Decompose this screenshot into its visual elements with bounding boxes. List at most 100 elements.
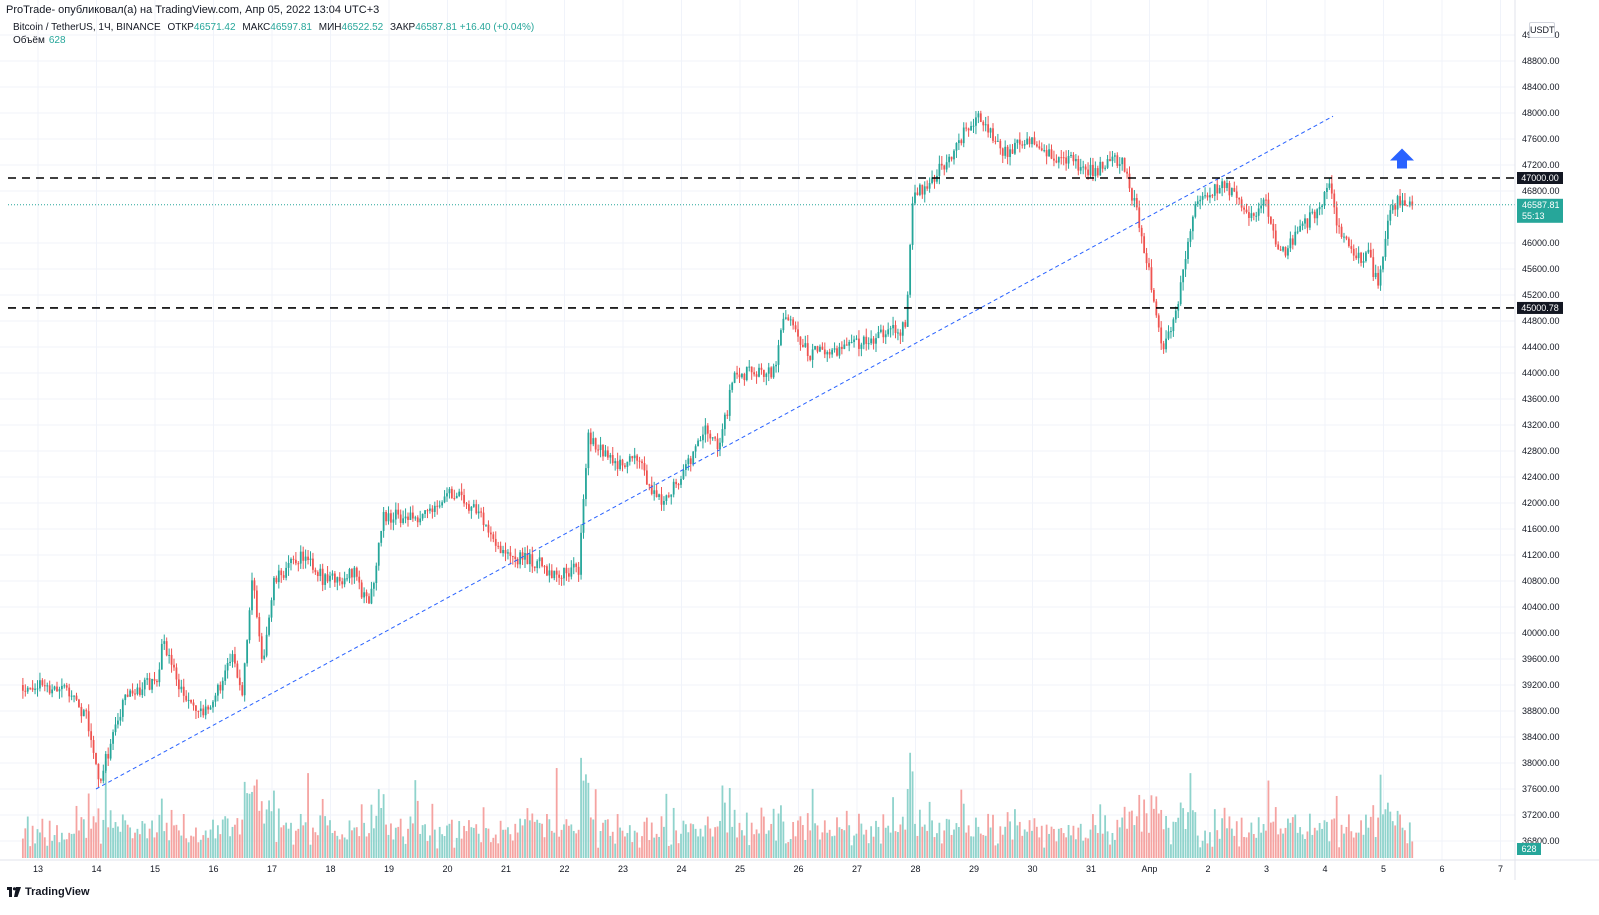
candle (209, 707, 212, 710)
candle (1355, 255, 1358, 259)
candle (243, 663, 246, 696)
volume-label[interactable]: Объём (13, 35, 45, 46)
candle (789, 319, 792, 321)
candle (126, 694, 129, 697)
candle (943, 165, 946, 170)
chart-grid (0, 0, 1515, 860)
volume-bar (1167, 827, 1170, 858)
candle (56, 686, 58, 692)
candle (1386, 220, 1389, 239)
candle (336, 577, 339, 583)
volume-bar (468, 820, 470, 858)
price-tick-label: 48400.00 (1522, 82, 1560, 92)
candle (1235, 191, 1238, 198)
candle (1365, 252, 1367, 262)
candle (931, 177, 933, 184)
volume-bar (899, 824, 902, 858)
volume-bar (34, 843, 36, 858)
volume-bar (224, 816, 227, 858)
candle (1357, 252, 1360, 259)
volume-bar (1326, 821, 1328, 858)
volume-bar (168, 840, 171, 858)
candle (1282, 246, 1284, 251)
symbol-name[interactable]: Bitcoin / TetherUS, 1Ч, BINANCE (13, 22, 161, 33)
candle (514, 556, 517, 559)
candle (555, 570, 558, 575)
volume-bar (1206, 843, 1209, 858)
trend-line[interactable] (95, 115, 1334, 790)
volume-bar (475, 824, 478, 858)
candle (453, 498, 456, 500)
volume-bar (460, 838, 463, 858)
volume-bar (246, 793, 249, 858)
candle (312, 558, 314, 570)
volume-bar (131, 838, 134, 858)
volume-bar (1189, 773, 1192, 858)
volume-bar (82, 819, 85, 858)
volume-bar (848, 825, 851, 858)
volume-bar (926, 830, 929, 858)
candle (704, 425, 707, 435)
candle (450, 488, 453, 499)
volume-bar (1060, 828, 1063, 858)
up-arrow-icon[interactable] (1390, 148, 1414, 169)
volume-bar (992, 814, 994, 858)
candle (85, 710, 88, 712)
volume-bar (621, 830, 624, 858)
volume-bar (1057, 828, 1060, 858)
tradingview-footer[interactable]: TradingView (7, 886, 90, 898)
candle (199, 708, 202, 712)
volume-bar (860, 823, 863, 858)
candle (848, 342, 851, 346)
volume-bar (911, 771, 914, 858)
candle (616, 461, 619, 469)
candle (114, 724, 117, 733)
candle (1096, 168, 1099, 176)
price-tick-label: 42400.00 (1522, 472, 1560, 482)
volume-bar (975, 817, 977, 858)
level-high-badge: 47000.00 (1517, 172, 1563, 184)
price-tick-label: 45600.00 (1522, 264, 1560, 274)
candle (926, 186, 929, 189)
candle (1350, 246, 1353, 249)
volume-bar (99, 843, 102, 858)
volume-bar (199, 839, 202, 858)
candle (314, 569, 317, 573)
candle (1399, 196, 1401, 206)
candle (550, 570, 553, 579)
volume-bar (419, 833, 422, 858)
candle (1048, 149, 1050, 157)
candle (697, 440, 699, 447)
volume-bar (448, 823, 451, 858)
candle (212, 701, 214, 708)
volume-bar (616, 814, 619, 858)
candle (762, 369, 765, 377)
price-axis[interactable]: 49200.0048800.0048400.0048000.0047600.00… (1522, 30, 1560, 846)
candle (1279, 249, 1282, 251)
volume-bar (1343, 833, 1345, 858)
price-tick-label: 42800.00 (1522, 446, 1560, 456)
volume-bar (1072, 825, 1075, 858)
candle (51, 689, 54, 694)
candle (777, 345, 780, 365)
candle (1369, 249, 1372, 258)
price-tick-label: 44000.00 (1522, 368, 1560, 378)
candle (136, 687, 139, 695)
candle (650, 484, 653, 494)
volume-bar (416, 800, 419, 858)
candle (151, 678, 153, 690)
volume-bar (726, 832, 729, 858)
candle (124, 694, 127, 701)
volume-bar (177, 830, 180, 858)
volume-bar (1267, 780, 1270, 858)
volume-bar (977, 826, 980, 858)
time-axis[interactable]: 13 14 15 16 17 18 19 20 21 22 23 24 25 26 27 28 29 30 31 Ап… (33, 864, 1503, 874)
volume-bar (1401, 827, 1404, 858)
volume-bar (431, 803, 434, 858)
currency-selector[interactable]: USDT (1529, 22, 1555, 38)
volume-bar (421, 825, 424, 858)
volume-bar (1235, 821, 1238, 858)
candle (570, 567, 573, 577)
candle (897, 332, 899, 334)
